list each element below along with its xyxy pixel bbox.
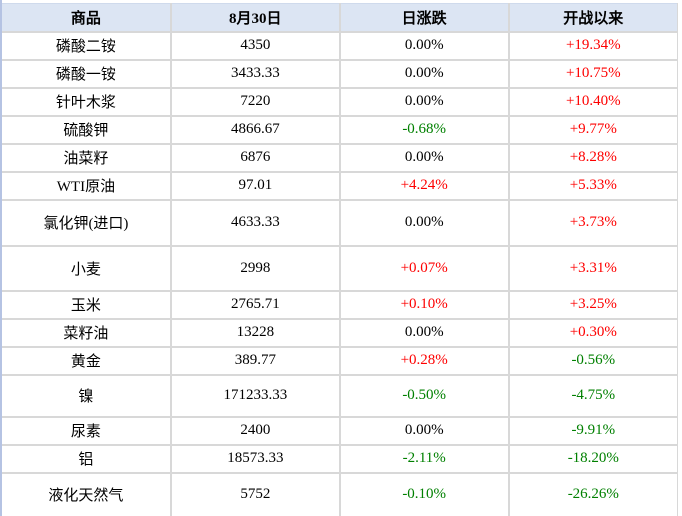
table-row: 玉米 2765.71 +0.10% +3.25%	[2, 289, 678, 320]
daily-change-cell: +0.07%	[338, 244, 510, 292]
since-war-change-cell: -4.75%	[507, 373, 678, 418]
since-war-change-cell: +19.34%	[507, 30, 678, 61]
daily-change-cell: 0.00%	[338, 86, 510, 117]
price-cell: 18573.33	[169, 443, 341, 474]
since-war-change-cell: +10.75%	[507, 58, 678, 89]
price-cell: 3433.33	[169, 58, 341, 89]
table-body: 磷酸二铵 4350 0.00% +19.34% 磷酸一铵 3433.33 0.00% +10.…	[2, 30, 678, 516]
price-cell: 13228	[169, 317, 341, 348]
since-war-change-cell: -18.20%	[507, 443, 678, 474]
commodity-name-cell: 磷酸一铵	[2, 58, 172, 89]
price-cell: 7220	[169, 86, 341, 117]
price-table: 商品 8月30日 日涨跌 开战以来 磷酸二铵 4350 0.00% +19.34% 磷酸…	[2, 3, 678, 516]
daily-change-cell: 0.00%	[338, 317, 510, 348]
table-row: 黄金 389.77 +0.28% -0.56%	[2, 345, 678, 376]
commodity-name-cell: 镍	[2, 373, 172, 418]
price-cell: 389.77	[169, 345, 341, 376]
daily-change-cell: 0.00%	[338, 142, 510, 173]
since-war-change-cell: +10.40%	[507, 86, 678, 117]
commodity-name-cell: 尿素	[2, 415, 172, 446]
table-row: 小麦 2998 +0.07% +3.31%	[2, 244, 678, 292]
commodity-name-cell: 磷酸二铵	[2, 30, 172, 61]
commodity-name-cell: WTI原油	[2, 170, 172, 201]
since-war-change-cell: -9.91%	[507, 415, 678, 446]
column-header-date-price: 8月30日	[169, 3, 341, 33]
daily-change-cell: -0.68%	[338, 114, 510, 145]
commodity-name-cell: 油菜籽	[2, 142, 172, 173]
table-header: 商品 8月30日 日涨跌 开战以来	[2, 3, 678, 33]
daily-change-cell: -0.10%	[338, 471, 510, 516]
since-war-change-cell: -26.26%	[507, 471, 678, 516]
price-cell: 2765.71	[169, 289, 341, 320]
since-war-change-cell: +0.30%	[507, 317, 678, 348]
table-row: 硫酸钾 4866.67 -0.68% +9.77%	[2, 114, 678, 145]
table-row: 镍 171233.33 -0.50% -4.75%	[2, 373, 678, 418]
daily-change-cell: 0.00%	[338, 30, 510, 61]
header-row: 商品 8月30日 日涨跌 开战以来	[2, 3, 678, 33]
price-cell: 4633.33	[169, 198, 341, 247]
daily-change-cell: 0.00%	[338, 58, 510, 89]
price-cell: 6876	[169, 142, 341, 173]
price-cell: 4350	[169, 30, 341, 61]
commodity-name-cell: 黄金	[2, 345, 172, 376]
price-cell: 2998	[169, 244, 341, 292]
table-row: 尿素 2400 0.00% -9.91%	[2, 415, 678, 446]
daily-change-cell: +4.24%	[338, 170, 510, 201]
commodity-name-cell: 玉米	[2, 289, 172, 320]
daily-change-cell: -2.11%	[338, 443, 510, 474]
since-war-change-cell: +5.33%	[507, 170, 678, 201]
commodity-name-cell: 小麦	[2, 244, 172, 292]
since-war-change-cell: +3.25%	[507, 289, 678, 320]
table-row: 针叶木浆 7220 0.00% +10.40%	[2, 86, 678, 117]
commodity-name-cell: 氯化钾(进口)	[2, 198, 172, 247]
column-header-commodity: 商品	[2, 3, 172, 33]
since-war-change-cell: +9.77%	[507, 114, 678, 145]
commodity-name-cell: 液化天然气	[2, 471, 172, 516]
daily-change-cell: 0.00%	[338, 415, 510, 446]
daily-change-cell: +0.10%	[338, 289, 510, 320]
column-header-daily-change: 日涨跌	[338, 3, 510, 33]
commodity-name-cell: 针叶木浆	[2, 86, 172, 117]
commodity-name-cell: 菜籽油	[2, 317, 172, 348]
daily-change-cell: 0.00%	[338, 198, 510, 247]
daily-change-cell: -0.50%	[338, 373, 510, 418]
since-war-change-cell: +3.73%	[507, 198, 678, 247]
daily-change-cell: +0.28%	[338, 345, 510, 376]
column-header-since-war-change: 开战以来	[507, 3, 678, 33]
price-cell: 4866.67	[169, 114, 341, 145]
commodity-name-cell: 硫酸钾	[2, 114, 172, 145]
table-row: 菜籽油 13228 0.00% +0.30%	[2, 317, 678, 348]
since-war-change-cell: +3.31%	[507, 244, 678, 292]
price-cell: 5752	[169, 471, 341, 516]
table-row: 氯化钾(进口) 4633.33 0.00% +3.73%	[2, 198, 678, 247]
commodity-name-cell: 铝	[2, 443, 172, 474]
table-row: WTI原油 97.01 +4.24% +5.33%	[2, 170, 678, 201]
price-cell: 97.01	[169, 170, 341, 201]
commodity-price-table: 商品 8月30日 日涨跌 开战以来 磷酸二铵 4350 0.00% +19.34% 磷酸…	[2, 3, 678, 516]
table-row: 铝 18573.33 -2.11% -18.20%	[2, 443, 678, 474]
price-cell: 2400	[169, 415, 341, 446]
price-cell: 171233.33	[169, 373, 341, 418]
table-row: 油菜籽 6876 0.00% +8.28%	[2, 142, 678, 173]
window-left-edge	[0, 0, 2, 516]
since-war-change-cell: -0.56%	[507, 345, 678, 376]
table-row: 磷酸一铵 3433.33 0.00% +10.75%	[2, 58, 678, 89]
table-row: 液化天然气 5752 -0.10% -26.26%	[2, 471, 678, 516]
since-war-change-cell: +8.28%	[507, 142, 678, 173]
table-row: 磷酸二铵 4350 0.00% +19.34%	[2, 30, 678, 61]
